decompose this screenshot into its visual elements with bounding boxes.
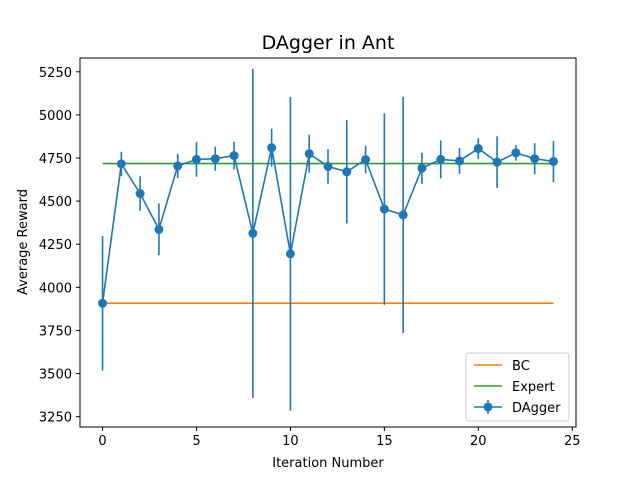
data-point [135,189,145,199]
data-point [342,167,352,177]
y-tick-label: 5250 [39,66,72,81]
axes-frame [79,57,577,428]
data-point [248,228,258,238]
x-tick-label: 15 [376,434,393,449]
x-axis: 0 5 10 15 20 25 [98,427,581,449]
data-point [191,154,201,164]
y-tick-label: 3750 [39,324,72,339]
y-tick-label: 3250 [39,411,72,426]
data-point [154,224,164,234]
legend-label-dagger: DAgger [512,401,561,416]
data-point [98,298,108,308]
data-point [361,155,371,165]
y-tick-label: 4750 [39,152,72,167]
y-tick-label: 5000 [39,109,72,124]
data-point [455,156,465,166]
x-tick-label: 20 [470,434,487,449]
data-point [285,249,295,259]
legend-label-bc: BC [512,359,530,374]
data-point [398,210,408,220]
legend: BC Expert DAgger [465,352,570,422]
data-point [530,154,540,164]
data-point [304,149,314,159]
legend-label-expert: Expert [512,380,555,395]
x-axis-label: Iteration Number [272,456,384,471]
data-point [548,156,558,166]
legend-marker-dagger [483,402,493,412]
plot-area [98,68,558,411]
x-tick-label: 25 [564,434,581,449]
data-point [210,154,220,164]
data-point [492,157,502,167]
x-tick-label: 10 [282,434,299,449]
data-point [229,151,239,161]
x-tick-label: 0 [98,434,106,449]
legend-box [465,352,570,422]
data-point [473,144,483,154]
data-point [267,143,277,153]
data-point [436,154,446,164]
y-tick-label: 4000 [39,281,72,296]
data-point [417,163,427,173]
chart-title: DAgger in Ant [262,32,395,54]
x-tick-label: 5 [192,434,200,449]
y-axis-label: Average Reward [16,189,31,295]
y-tick-label: 4500 [39,195,72,210]
data-point [511,148,521,158]
series-dagger [98,68,558,411]
data-point [173,161,183,171]
y-tick-label: 4250 [39,238,72,253]
data-point [323,161,333,171]
y-axis: 3250 3500 3750 4000 4250 4500 4750 5000 5250 [39,66,80,426]
y-tick-label: 3500 [39,368,72,383]
data-point [379,204,389,214]
data-point [116,159,126,169]
